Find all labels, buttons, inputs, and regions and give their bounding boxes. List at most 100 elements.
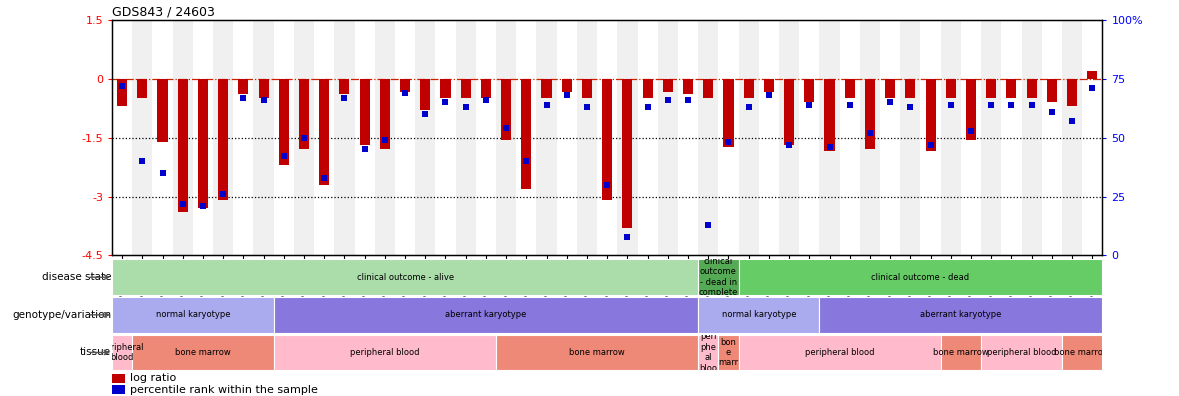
Bar (380, 79, 390, 149)
Point (739, 104, 758, 110)
Text: clinical outcome - alive: clinical outcome - alive (356, 273, 454, 282)
Point (1022, 101, 1041, 108)
Point (821, 144, 839, 150)
Text: clinical outcome - dead: clinical outcome - dead (871, 273, 969, 282)
Bar (1067, 79, 1078, 106)
Text: bone marrow: bone marrow (569, 348, 625, 357)
Bar (738, 20, 759, 255)
Text: peri
phe
al
bloo: peri phe al bloo (699, 332, 717, 373)
Text: disease state: disease state (41, 272, 111, 282)
Bar (441, 79, 450, 98)
Point (719, 139, 738, 145)
Bar (941, 20, 961, 255)
Bar (415, 20, 435, 255)
Bar (112, 374, 125, 383)
Bar (804, 79, 815, 102)
Point (1002, 101, 1021, 108)
Bar (941, 335, 981, 370)
Bar (112, 297, 274, 333)
Text: GDS843 / 24603: GDS843 / 24603 (112, 6, 215, 19)
Bar (658, 20, 678, 255)
Bar (536, 20, 556, 255)
Bar (582, 79, 592, 98)
Bar (698, 297, 819, 333)
Point (699, 222, 718, 228)
Point (335, 94, 354, 101)
Text: log ratio: log ratio (130, 373, 176, 383)
Bar (455, 20, 476, 255)
Text: peripheral blood: peripheral blood (350, 348, 420, 357)
Bar (375, 20, 395, 255)
Bar (400, 79, 410, 92)
Bar (824, 79, 835, 151)
Bar (885, 79, 895, 98)
Bar (738, 259, 1102, 295)
Text: bone marrow: bone marrow (933, 348, 989, 357)
Point (516, 158, 535, 164)
Bar (218, 79, 229, 200)
Bar (1027, 79, 1036, 98)
Point (759, 92, 778, 98)
Bar (1021, 20, 1042, 255)
Bar (541, 79, 552, 98)
Bar (698, 259, 738, 295)
Text: peripheral
blood: peripheral blood (100, 343, 144, 362)
Bar (1062, 20, 1082, 255)
Bar (1087, 71, 1098, 79)
Bar (698, 335, 718, 370)
Bar (981, 20, 1001, 255)
Point (598, 181, 617, 188)
Text: aberrant karyotype: aberrant karyotype (920, 310, 1002, 319)
Bar (698, 20, 718, 255)
Bar (158, 79, 167, 141)
Point (658, 97, 677, 103)
Bar (320, 79, 329, 185)
Bar (1062, 335, 1102, 370)
Point (255, 97, 274, 103)
Point (496, 125, 515, 131)
Point (436, 99, 455, 105)
Bar (981, 335, 1062, 370)
Bar (561, 79, 572, 92)
Point (962, 128, 981, 134)
Point (416, 111, 435, 117)
Bar (946, 79, 956, 98)
Point (638, 104, 657, 110)
Bar (966, 79, 976, 139)
Point (153, 170, 172, 176)
Bar (779, 20, 799, 255)
Bar (724, 79, 733, 147)
Bar (501, 79, 512, 139)
Point (375, 137, 394, 143)
Bar (521, 79, 532, 188)
Point (1082, 85, 1101, 91)
Point (941, 101, 960, 108)
Bar (784, 79, 795, 145)
Bar (112, 335, 132, 370)
Point (538, 101, 556, 108)
Bar (274, 297, 698, 333)
Point (233, 94, 252, 101)
Text: bone marrow: bone marrow (174, 348, 231, 357)
Point (578, 104, 597, 110)
Bar (986, 79, 996, 98)
Text: peripheral blood: peripheral blood (805, 348, 875, 357)
Bar (683, 79, 693, 94)
Text: bone marrow: bone marrow (1054, 348, 1111, 357)
Text: genotype/variation: genotype/variation (12, 310, 111, 320)
Bar (718, 335, 738, 370)
Bar (819, 20, 839, 255)
Point (315, 175, 334, 181)
Bar (901, 20, 921, 255)
Text: peripheral blood: peripheral blood (987, 348, 1056, 357)
Point (213, 191, 232, 197)
Point (558, 92, 577, 98)
Point (679, 97, 698, 103)
Bar (335, 20, 355, 255)
Text: normal karyotype: normal karyotype (722, 310, 796, 319)
Bar (859, 20, 880, 255)
Bar (481, 79, 490, 98)
Point (355, 146, 374, 152)
Bar (663, 79, 673, 92)
Text: percentile rank within the sample: percentile rank within the sample (130, 385, 317, 394)
